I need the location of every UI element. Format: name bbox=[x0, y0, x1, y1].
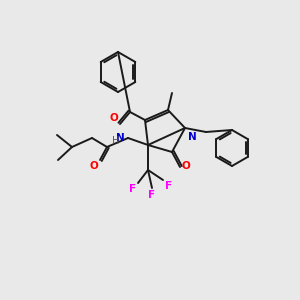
Text: F: F bbox=[129, 184, 136, 194]
Text: N: N bbox=[116, 133, 125, 143]
Text: O: O bbox=[109, 113, 118, 123]
Text: F: F bbox=[148, 190, 156, 200]
Text: N: N bbox=[188, 132, 197, 142]
Text: O: O bbox=[182, 161, 191, 171]
Text: F: F bbox=[165, 181, 172, 191]
Text: O: O bbox=[89, 161, 98, 171]
Text: H: H bbox=[112, 136, 119, 146]
